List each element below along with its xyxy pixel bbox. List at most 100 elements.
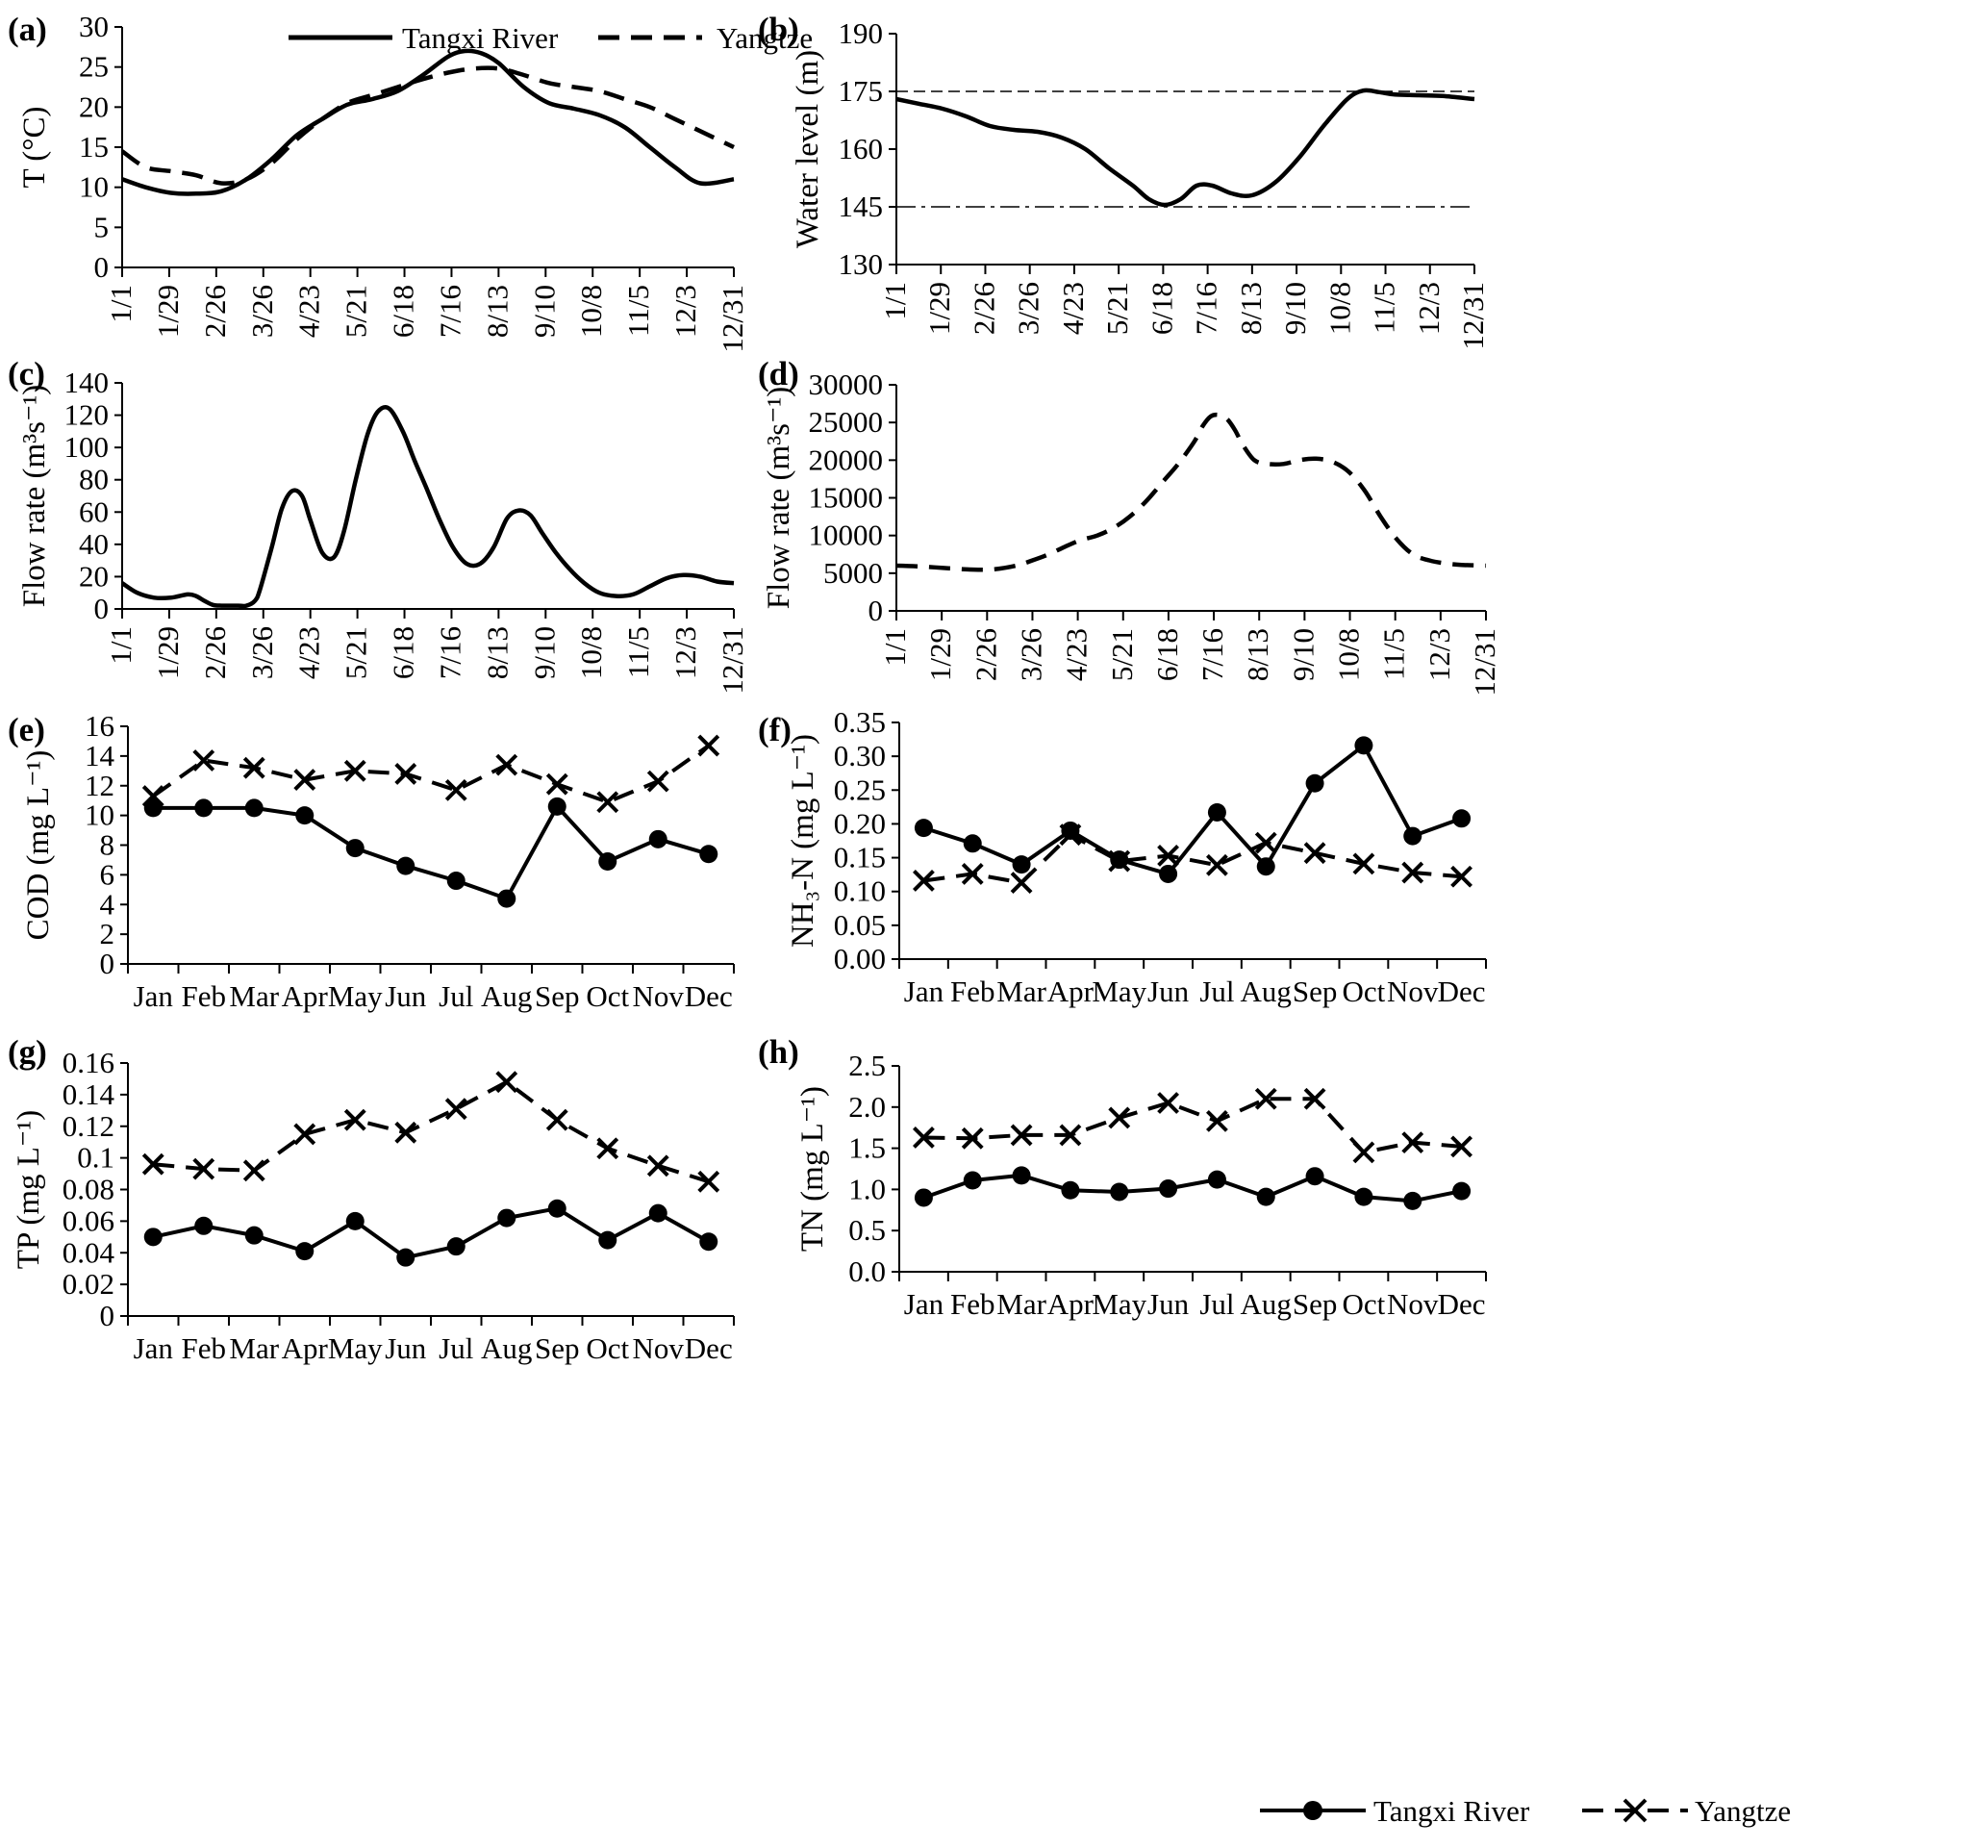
panel-f-x-tick-label: Feb (950, 975, 995, 1008)
panel-c-x-tick-label: 9/10 (527, 626, 561, 679)
panel-g-y-tick-label: 0.06 (63, 1203, 114, 1237)
panel-d-x-tick-label: 12/31 (1468, 628, 1501, 696)
panel-e-x-tick-label: Jun (385, 979, 427, 1013)
panel-f-y-tick-label: 0.15 (834, 841, 886, 874)
panel-e-y-tick-label: 8 (100, 828, 115, 862)
panel-g-series-yangtze-line (153, 1079, 710, 1184)
panel-b-x-tick-label: 5/21 (1100, 282, 1134, 335)
panel-f-yangtze-point (1352, 852, 1375, 875)
panel-h-y-tick-label: 0.5 (848, 1213, 886, 1247)
panel-e-x-tick-label: Dec (685, 979, 733, 1013)
panel-e-yangtze-point (444, 778, 467, 801)
panel-c-x-tick-label: 1/1 (104, 626, 138, 665)
panel-h-yangtze-point (961, 1127, 984, 1150)
panel-f-x-tick-label: Oct (1343, 975, 1386, 1008)
panel-b-label: (b) (758, 11, 799, 48)
panel-a-x-tick-label: 6/18 (387, 285, 420, 338)
panel-e-tangxi-river-point (648, 829, 667, 848)
panel-c-x-tick-label: 10/8 (574, 626, 608, 679)
panel-g-x-tick-label: May (328, 1331, 383, 1365)
panel-h-label: (h) (758, 1033, 799, 1071)
panel-c-x-tick-label: 3/26 (245, 626, 279, 679)
panel-f-x-tick-label: May (1092, 975, 1146, 1008)
panel-e-yangtze-point (596, 791, 619, 814)
panel-d-x-tick-label: 6/18 (1150, 628, 1184, 681)
panel-d-y-tick-label: 30000 (809, 367, 884, 401)
panel-c-x-tick-label: 2/26 (198, 626, 232, 679)
panel-c-x-tick-label: 5/21 (340, 626, 373, 679)
panel-h-yangtze-point (1108, 1106, 1131, 1129)
panel-g-y-tick-label: 0.14 (63, 1077, 115, 1111)
panel-b-x-tick-label: 7/16 (1190, 282, 1223, 335)
panel-a-y-tick-label: 20 (79, 89, 109, 123)
panel-h: (h)0.00.51.01.52.02.5TN (mg L⁻¹)Jan Feb Ma… (758, 1033, 1487, 1321)
panel-c-x-tick-label: 6/18 (387, 626, 420, 679)
panel-f-x-tick-label: Mar (996, 975, 1046, 1008)
panel-f-yangtze-point (1450, 865, 1472, 888)
panel-g-y-tick-label: 0.12 (63, 1109, 114, 1143)
panel-h-yangtze-point (1450, 1135, 1472, 1158)
panel-e-tangxi-river-point (699, 845, 718, 864)
panel-g-x-tick-label: Dec (685, 1331, 733, 1365)
panel-h-yangtze-point (1254, 1087, 1277, 1110)
panel-d-x-tick-label: 2/26 (969, 628, 1002, 681)
panel-h-tangxi-river-point (1403, 1191, 1422, 1210)
panel-f-x-tick-label: Jun (1147, 975, 1190, 1008)
panel-a-y-tick-label: 25 (79, 50, 109, 84)
panel-b-x-tick-label: 3/26 (1012, 282, 1045, 335)
panel-b-x-tick-label: 9/10 (1278, 282, 1312, 335)
panel-f-y-tick-label: 0.10 (834, 874, 886, 908)
panel-g-x-tick-label: Sep (535, 1331, 580, 1365)
panel-d-x-tick-label: 4/23 (1060, 628, 1094, 681)
panel-h-x-tick-label: Feb (950, 1287, 995, 1321)
panel-c-x-tick-label: 7/16 (433, 626, 466, 679)
panel-c-x-tick-label: 4/23 (292, 626, 326, 679)
panel-f-yangtze-point (1108, 849, 1131, 873)
panel-h-x-tick-label: Oct (1343, 1287, 1386, 1321)
panel-f-tangxi-river-point (1159, 864, 1178, 883)
panel-h-y-tick-label: 1.5 (848, 1131, 886, 1165)
panel-d-x-tick-label: 12/3 (1422, 628, 1456, 681)
panel-f-tangxi-river-point (914, 819, 933, 838)
panel-e-x-tick-label: Jan (134, 979, 174, 1013)
panel-g-yangtze-point (293, 1123, 316, 1146)
panel-f-tangxi-river-point (1012, 855, 1031, 874)
panel-f-x-tick-label: Jan (904, 975, 944, 1008)
panel-d-y-tick-label: 10000 (809, 519, 884, 552)
legend-bottom-x-marker (1623, 1798, 1648, 1823)
panel-h-yangtze-point (1059, 1124, 1082, 1147)
panel-e-tangxi-river-point (295, 806, 315, 825)
panel-e-yangtze-point (343, 759, 366, 782)
panel-f-y-tick-label: 0.00 (834, 942, 886, 975)
panel-d-x-tick-label: 1/1 (878, 628, 912, 667)
panel-a-x-tick-label: 5/21 (340, 285, 373, 338)
panel-a-x-tick-label: 12/31 (716, 285, 749, 353)
panel-d-y-tick-label: 0 (868, 594, 884, 627)
panel-a-series-yangtze-line (120, 65, 735, 186)
panel-h-x-tick-label: Jul (1199, 1287, 1234, 1321)
panel-e-y-tick-label: 4 (100, 887, 115, 921)
panel-g-x-tick-label: Nov (633, 1331, 685, 1365)
panel-f-yangtze-point (1010, 872, 1033, 894)
panel-g-yangtze-point (596, 1137, 619, 1160)
panel-g-y-tick-label: 0.16 (63, 1046, 114, 1079)
legend-bottom-tangxi-label: Tangxi River (1373, 1794, 1530, 1828)
panel-g-yangtze-point (192, 1157, 215, 1180)
panel-e-yangtze-point (545, 772, 568, 796)
panel-f-yangtze-point (961, 863, 984, 885)
panel-a-y-tick-label: 10 (79, 170, 109, 204)
panel-e-series-yangtze-line (152, 744, 710, 804)
panel-g-tangxi-river-point (194, 1216, 214, 1235)
panel-h-x-tick-label: Mar (996, 1287, 1046, 1321)
panel-f-x-tick-label: Jul (1199, 975, 1234, 1008)
panel-h-tangxi-river-point (1305, 1167, 1324, 1186)
panel-f-tangxi-river-point (963, 834, 982, 853)
panel-h-x-tick-label: Dec (1438, 1287, 1486, 1321)
panel-e-yangtze-point (495, 753, 518, 776)
panel-f-tangxi-river-point (1403, 826, 1422, 846)
panel-f-tangxi-river-point (1207, 802, 1226, 822)
panel-g-y-tick-label: 0.04 (63, 1235, 115, 1269)
panel-e-x-tick-label: Mar (229, 979, 279, 1013)
panel-c-y-tick-label: 80 (79, 463, 109, 496)
